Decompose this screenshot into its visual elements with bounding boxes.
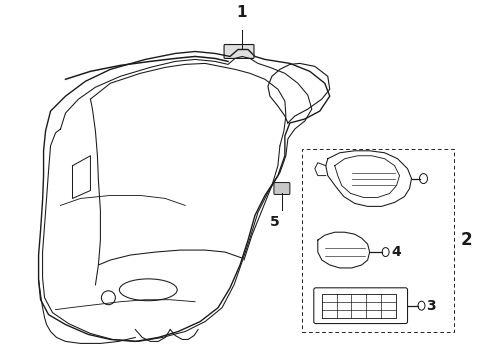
Text: 5: 5 xyxy=(270,215,280,229)
Text: 3: 3 xyxy=(426,299,436,313)
FancyBboxPatch shape xyxy=(224,45,254,58)
Text: 1: 1 xyxy=(237,5,247,20)
Text: 4: 4 xyxy=(392,245,401,259)
FancyBboxPatch shape xyxy=(274,183,290,194)
Bar xyxy=(302,149,454,332)
Text: 2: 2 xyxy=(461,231,472,249)
